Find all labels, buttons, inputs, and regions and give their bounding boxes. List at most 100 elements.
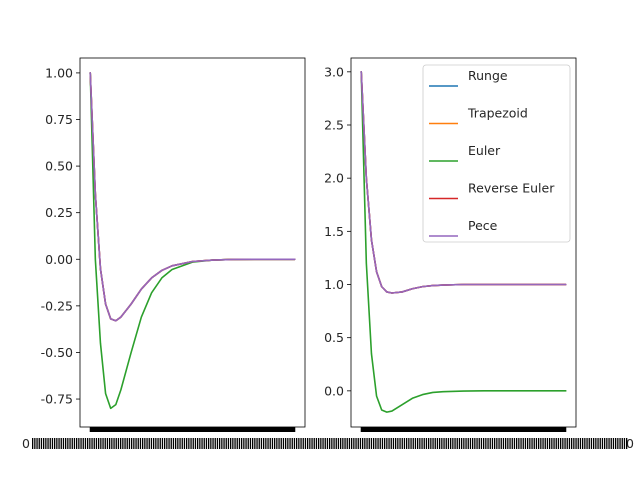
x-tick-label-glyph: [443, 438, 445, 449]
x-tick-label-glyph: [399, 438, 401, 449]
y-tick-label: -0.25: [41, 298, 73, 313]
x-tick-label-glyph: [375, 438, 377, 449]
x-tick-label-glyph: [311, 438, 313, 449]
x-tick-label-glyph: [133, 438, 135, 449]
y-tick-label: 0.75: [45, 112, 73, 127]
x-tick-label-glyph: [93, 438, 95, 449]
x-tick-label-glyph: [469, 438, 472, 449]
series-line-trapezoid: [89, 72, 296, 322]
x-tick-label-glyph: [126, 438, 128, 449]
x-tick-label-glyph: [610, 438, 612, 449]
x-tick-label-glyph: [80, 438, 82, 449]
legend-frame: [422, 64, 571, 243]
x-tick-label-glyph: [447, 438, 450, 449]
x-tick-label-glyph: [54, 438, 56, 449]
x-tick-label-glyph: [485, 438, 487, 449]
y-tick-label: 2.0: [324, 171, 344, 186]
x-tick-label-glyph: [604, 438, 606, 449]
x-tick-label-glyph: [45, 438, 47, 449]
x-tick-label: 0: [22, 436, 30, 451]
x-tick-label-glyph: [236, 438, 238, 449]
x-tick-label-glyph: [450, 438, 452, 449]
x-tick-label-glyph: [498, 438, 500, 449]
x-tick-label-glyph: [82, 438, 84, 449]
x-tick-label-glyph: [395, 438, 397, 449]
x-tick-label-glyph: [117, 438, 120, 449]
x-tick-label-glyph: [368, 438, 370, 449]
x-tick-label-glyph: [51, 438, 54, 449]
x-tick-label-glyph: [463, 438, 465, 449]
x-tick-label-glyph: [322, 438, 324, 449]
x-tick-label-glyph: [538, 438, 540, 449]
x-tick-label-glyph: [179, 438, 181, 449]
x-tick-label-glyph: [155, 438, 157, 449]
x-tick-label-glyph: [109, 438, 111, 449]
x-tick-label-glyph: [309, 438, 311, 449]
x-tick-label-glyph: [496, 438, 498, 449]
x-tick-label-glyph: [535, 438, 538, 449]
x-tick-label-glyph: [505, 438, 507, 449]
x-tick-label-glyph: [227, 438, 230, 449]
legend-label: Euler: [468, 143, 501, 158]
x-tick-label-glyph: [67, 438, 69, 449]
x-tick-label-glyph: [135, 438, 137, 449]
x-tick-label-glyph: [555, 438, 557, 449]
x-tick-label-glyph: [192, 438, 194, 449]
x-tick-label-glyph: [340, 438, 342, 449]
x-tick-label-glyph: [507, 438, 509, 449]
x-tick-label-glyph: [214, 438, 216, 449]
y-tick-label: 0.5: [324, 330, 344, 345]
x-tick-label-glyph: [111, 438, 113, 449]
x-tick-label-glyph: [494, 438, 496, 449]
x-tick-label-glyph: [472, 438, 474, 449]
x-tick-label-glyph: [106, 438, 109, 449]
x-tick-label-glyph: [32, 438, 34, 449]
x-tick-label-glyph: [542, 438, 544, 449]
x-tick-label-glyph: [271, 438, 274, 449]
x-tick-label-glyph: [252, 438, 254, 449]
x-tick-label-glyph: [223, 438, 225, 449]
x-tick-label-glyph: [254, 438, 256, 449]
x-tick-label-glyph: [529, 438, 531, 449]
x-tick-label-glyph: [84, 438, 87, 449]
x-tick-label-glyph: [287, 438, 289, 449]
x-tick-label-glyph: [219, 438, 221, 449]
x-tick-label-glyph: [298, 438, 300, 449]
x-tick-label-glyph: [76, 438, 78, 449]
y-tick-label: 1.5: [324, 224, 344, 239]
x-tick-label-glyph: [623, 438, 626, 449]
x-tick-label-glyph: [540, 438, 542, 449]
x-tick-label-glyph: [124, 438, 126, 449]
x-tick-label-glyph: [379, 438, 381, 449]
x-tick-label-glyph: [403, 438, 406, 449]
x-tick-label-glyph: [293, 438, 296, 449]
x-tick-label-glyph: [285, 438, 287, 449]
x-tick-label-glyph: [546, 438, 549, 449]
x-tick-label-glyph: [553, 438, 555, 449]
right-subplot: 3.0 2.5 2.0 1.5 1.0 0.5 0.0 Runge Trapezoid Euler…: [324, 57, 577, 432]
x-tick-label-glyph: [34, 438, 36, 449]
x-tick-label-glyph: [331, 438, 333, 449]
x-tick-label-glyph: [148, 438, 150, 449]
x-tick-label-glyph: [144, 438, 146, 449]
x-tick-label-glyph: [313, 438, 315, 449]
x-tick-label-glyph: [62, 438, 65, 449]
x-tick-label-glyph: [414, 438, 417, 449]
x-tick-label: 0: [626, 436, 634, 451]
x-tick-label-glyph: [324, 438, 326, 449]
x-tick-label-glyph: [410, 438, 412, 449]
x-tick-label-glyph: [159, 438, 161, 449]
x-tick-label-glyph: [335, 438, 337, 449]
x-tick-label-glyph: [617, 438, 619, 449]
x-tick-label-glyph: [573, 438, 575, 449]
x-tick-label-glyph: [408, 438, 410, 449]
x-tick-label-glyph: [531, 438, 533, 449]
x-tick-label-glyph: [43, 438, 45, 449]
x-tick-label-glyph: [353, 438, 355, 449]
x-tick-label-glyph: [579, 438, 582, 449]
x-tick-label-glyph: [516, 438, 518, 449]
x-tick-label-glyph: [100, 438, 102, 449]
x-tick-label-glyph: [560, 438, 562, 449]
x-tick-label-glyph: [203, 438, 205, 449]
x-tick-label-glyph: [150, 438, 153, 449]
